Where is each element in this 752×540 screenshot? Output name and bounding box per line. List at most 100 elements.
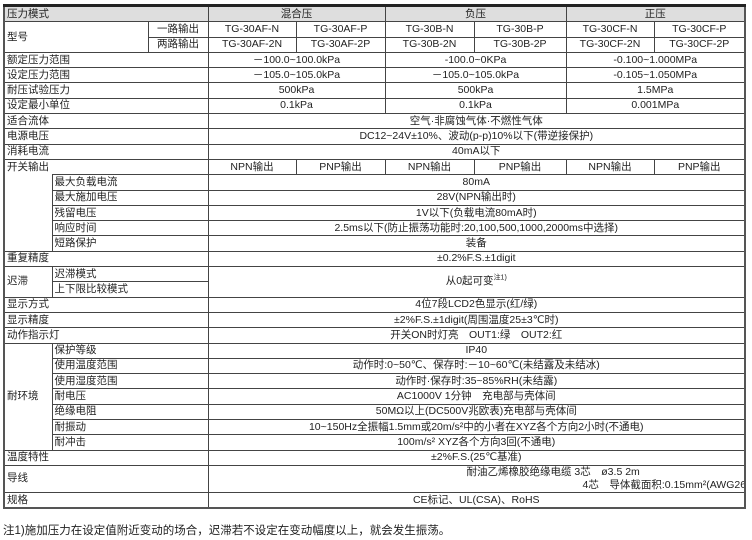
row-label: 开关输出 (3, 158, 209, 175)
model-cell: TG-30AF-N (207, 21, 297, 38)
sub-label: 保护等级 (51, 342, 209, 359)
model-cell: TG-30AF-P (295, 21, 386, 38)
row-label: 额定压力范围 (3, 51, 209, 69)
switch-output-row: 开关输出 NPN输出 PNP输出 NPN输出 PNP输出 NPN输出 PNP输出 (3, 158, 746, 176)
switch-sub-row: 残留电压 1V以下(负载电流80mA时) (4, 204, 746, 222)
value-cell: 1V以下(负载电流80mA时) (207, 204, 746, 222)
sub-label: 使用湿度范围 (51, 373, 209, 390)
hysteresis-row: 迟滞 迟滞模式 从0起可变注1) (3, 266, 746, 298)
row-label: 显示方式 (3, 296, 209, 313)
value-cell: －100.0~100.0kPa (207, 51, 386, 69)
switch-sub-row: 响应时间 2.5ms以下(防止振荡功能时:20,100,500,1000,200… (4, 220, 746, 237)
environment-row: 耐冲击 100m/s² XYZ各个方向3回(不通电) (4, 434, 746, 451)
row-label: 显示精度 (3, 311, 209, 329)
value-cell: 80mA (207, 174, 746, 191)
value-cell: －105.0~105.0kPa (384, 67, 567, 84)
value-cell: IP40 (207, 342, 746, 359)
display-accuracy-row: 显示精度 ±2%F.S.±1digit(周围温度25±3℃时) (3, 311, 746, 329)
output-type-cell: NPN输出 (207, 158, 297, 176)
value-cell: ±2%F.S.±1digit(周围温度25±3℃时) (207, 311, 746, 329)
value-cell: 10~150Hz全振幅1.5mm或20m/s²中的小者在XYZ各个方向2小时(不… (207, 419, 746, 436)
value-cell: 500kPa (207, 82, 386, 99)
row-label: 耐环境 (3, 342, 53, 451)
sub-label: 使用温度范围 (51, 357, 209, 375)
wire-line-2: 4芯 导体截面积:0.15mm²(AWG26)、绝缘体外径:1.0mm (582, 478, 745, 491)
switch-sub-row: 短路保护 装备 (4, 235, 746, 252)
footnote: 注1)施加压力在设定值附近变动的场合，迟滞若不设定在变动幅度以上，就会发生振荡。 (3, 525, 451, 537)
value-cell: 装备 (207, 235, 746, 252)
sub-label: 耐冲击 (51, 434, 209, 451)
model-cell: TG-30B-N (384, 21, 475, 38)
value-cell: ±0.2%F.S.±1digit (207, 250, 746, 268)
rated-range-row: 额定压力范围 －100.0~100.0kPa -100.0~0KPa -0.10… (3, 51, 746, 69)
value-cell: 0.001MPa (565, 97, 746, 115)
row-label: 耐压试验压力 (3, 82, 209, 99)
value-cell: 动作时:0~50℃、保存时:－10~60℃(未结露及未结冰) (207, 357, 746, 375)
sub-label: 短路保护 (51, 235, 209, 252)
row-label: 设定压力范围 (3, 67, 209, 84)
model-cell: TG-30CF-2P (653, 36, 746, 53)
switch-group-spacer (3, 174, 53, 252)
value-cell: 耐油乙烯橡胶绝缘电缆 3芯 ø3.5 2m 4芯 导体截面积:0.15mm²(AW… (207, 464, 746, 493)
value-cell: DC12~24V±10%、波动(p-p)10%以下(带逆接保护) (207, 128, 746, 145)
single-output-label: 一路输出 (147, 21, 209, 38)
value-cell: -100.0~0KPa (384, 51, 567, 69)
row-label: 消耗电流 (3, 143, 209, 160)
value-cell: 40mA以下 (207, 143, 746, 160)
repeat-row: 重复精度 ±0.2%F.S.±1digit (3, 250, 746, 268)
value-cell: 0.1kPa (384, 97, 567, 115)
value-cell: -0.105~1.050MPa (565, 67, 746, 84)
row-label: 规格 (3, 491, 209, 509)
environment-row: 耐环境 保护等级 IP40 (3, 342, 746, 451)
model-cell: TG-30B-2P (473, 36, 567, 53)
header-row: 压力模式 混合压 负压 正压 (3, 4, 746, 23)
sub-label: 迟滞模式 (51, 266, 209, 283)
switch-sub-row: 最大施加电压 28V(NPN输出时) (4, 189, 746, 206)
output-type-cell: PNP输出 (473, 158, 567, 176)
sub-label: 响应时间 (51, 220, 209, 237)
display-row: 显示方式 4位7段LCD2色显示(红/绿) (3, 296, 746, 313)
value-cell: AC1000V 1分钟 充电部与壳体间 (207, 388, 746, 405)
value-cell: 2.5ms以下(防止振荡功能时:20,100,500,1000,2000ms中选… (207, 220, 746, 237)
value-cell: 空气·非腐蚀气体·不燃性气体 (207, 113, 746, 130)
sub-label: 绝缘电阻 (51, 403, 209, 421)
group-mixed: 混合压 (207, 4, 386, 23)
sub-label: 上下限比较模式 (51, 281, 209, 298)
sub-label: 残留电压 (51, 204, 209, 222)
value-cell: -0.100~1.000MPa (565, 51, 746, 69)
fluid-row: 适合流体 空气·非腐蚀气体·不燃性气体 (3, 113, 746, 130)
row-label: 电源电压 (3, 128, 209, 145)
sub-label: 耐振动 (51, 419, 209, 436)
output-type-cell: NPN输出 (565, 158, 655, 176)
value-cell: CE标记、UL(CSA)、RoHS (207, 491, 746, 509)
switch-sub-row: 最大负载电流 80mA (3, 174, 746, 252)
value-cell: 1.5MPa (565, 82, 746, 99)
row-label: 导线 (3, 464, 209, 493)
indicator-row: 动作指示灯 开关ON时灯亮 OUT1:绿 OUT2:红 (3, 327, 746, 344)
value-cell: 从0起可变注1) (207, 266, 746, 298)
value-cell: 500kPa (384, 82, 567, 99)
row-label: 设定最小单位 (3, 97, 209, 115)
sub-label: 最大负载电流 (51, 174, 209, 191)
value-cell: －105.0~105.0kPa (207, 67, 386, 84)
value-cell: 28V(NPN输出时) (207, 189, 746, 206)
value-cell: 开关ON时灯亮 OUT1:绿 OUT2:红 (207, 327, 746, 344)
output-type-cell: PNP输出 (295, 158, 386, 176)
dual-output-label: 两路输出 (147, 36, 209, 53)
value-cell: 100m/s² XYZ各个方向3回(不通电) (207, 434, 746, 451)
environment-row: 绝缘电阻 50MΩ以上(DC500V兆欧表)充电部与壳体间 (4, 403, 746, 421)
set-range-row: 设定压力范围 －105.0~105.0kPa －105.0~105.0kPa -… (3, 67, 746, 84)
power-row: 电源电压 DC12~24V±10%、波动(p-p)10%以下(带逆接保护) (3, 128, 746, 145)
spec-table: 压力模式 混合压 负压 正压 型号 一路输出 TG-30AF-N TG-30AF… (3, 4, 747, 510)
model-cell: TG-30CF-2N (565, 36, 655, 53)
model-cell: TG-30AF-2P (295, 36, 386, 53)
row-label: 温度特性 (3, 449, 209, 466)
model-cell: TG-30B-P (473, 21, 567, 38)
value-cell: 0.1kPa (207, 97, 386, 115)
model-cell: TG-30CF-N (565, 21, 655, 38)
group-negative: 负压 (384, 4, 567, 23)
mode-label: 压力模式 (3, 4, 209, 23)
min-unit-row: 设定最小单位 0.1kPa 0.1kPa 0.001MPa (3, 97, 746, 115)
hysteresis-value: 从0起可变 (445, 275, 494, 288)
row-label: 适合流体 (3, 113, 209, 130)
